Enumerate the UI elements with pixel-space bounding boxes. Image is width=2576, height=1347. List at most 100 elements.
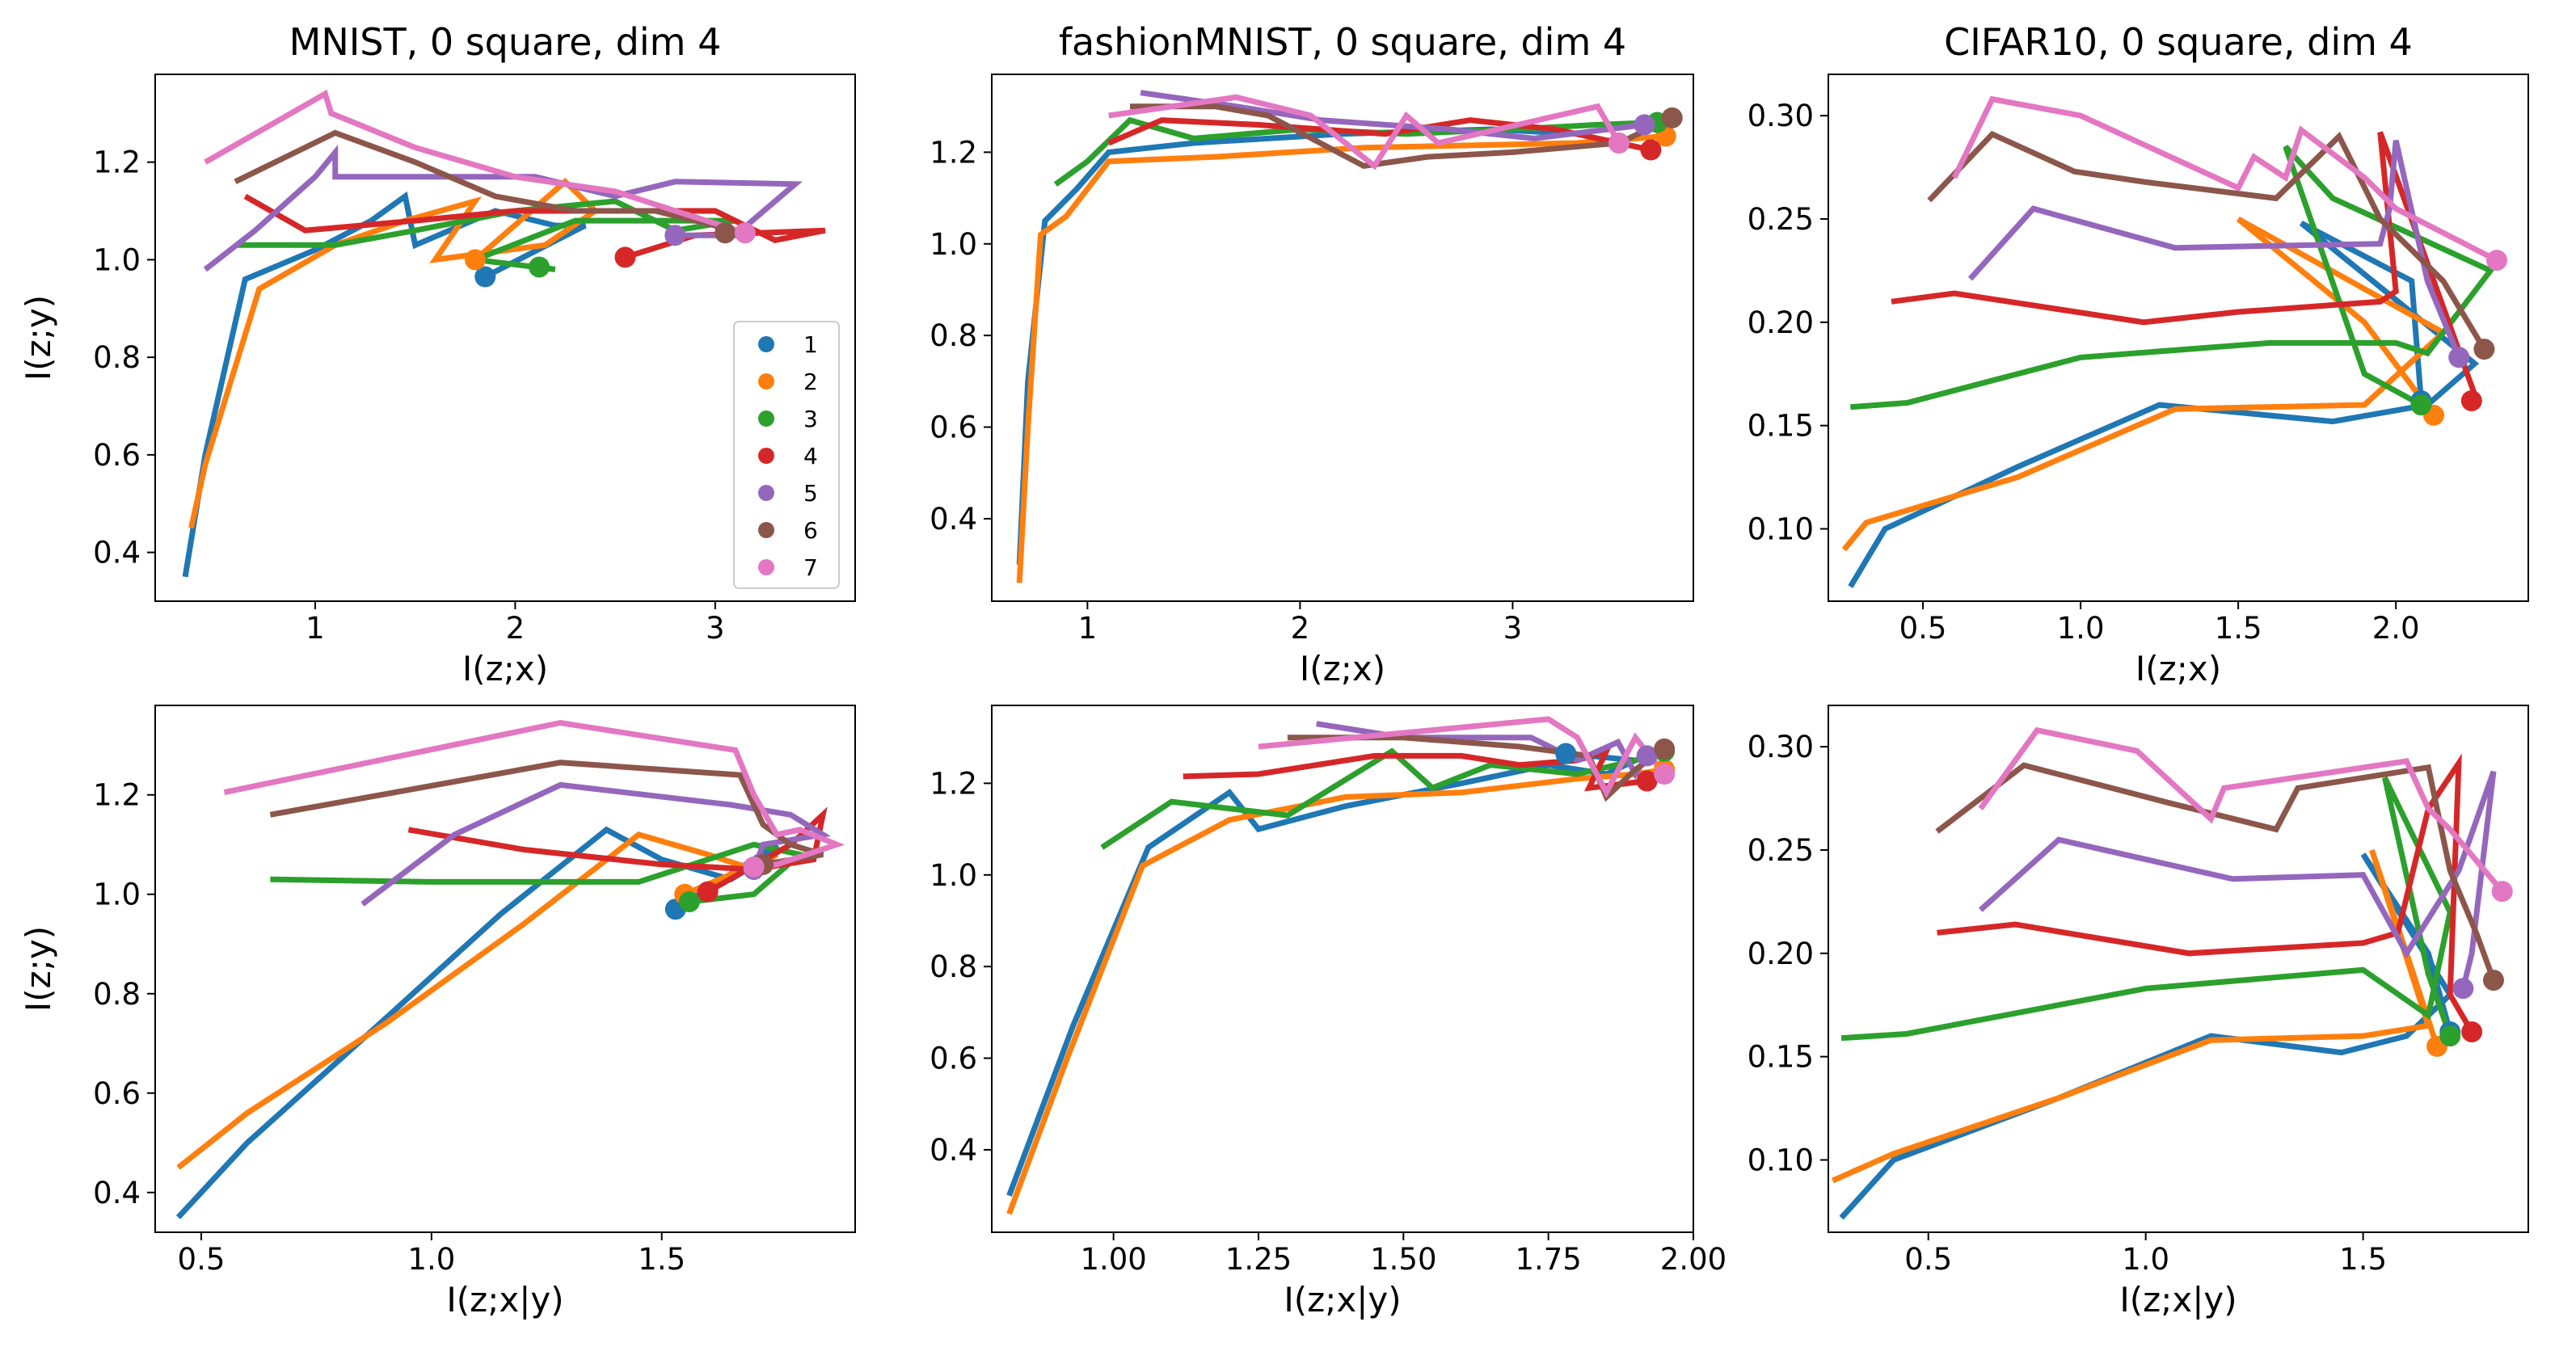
y-tick-label: 0.20 <box>1748 305 1814 340</box>
series-end-marker-3 <box>678 890 700 912</box>
series-line-1 <box>1839 852 2454 1220</box>
series-end-marker-4 <box>697 881 719 903</box>
series-end-marker-7 <box>743 856 765 878</box>
series-line-7 <box>204 89 746 236</box>
legend-label-4: 4 <box>803 443 818 469</box>
series-end-marker-3 <box>529 256 550 278</box>
legend-label-1: 1 <box>803 331 818 358</box>
series-end-marker-5 <box>2448 347 2470 368</box>
series-line-2 <box>188 178 600 529</box>
series-line-2 <box>1006 766 1665 1215</box>
x-tick-label: 2 <box>1291 611 1310 646</box>
series-end-marker-6 <box>1661 107 1683 128</box>
series-line-3 <box>1840 776 2453 1042</box>
legend-marker-6 <box>758 522 774 538</box>
x-tick-label: 1.0 <box>407 1242 455 1277</box>
series-line-5 <box>1967 140 2462 359</box>
x-axis-label: I(z;x) <box>1300 649 1385 688</box>
legend-label-3: 3 <box>803 406 818 432</box>
series-end-marker-4 <box>1640 139 1662 161</box>
series-end-marker-4 <box>2460 389 2482 411</box>
series-end-marker-7 <box>2485 250 2507 272</box>
series-end-marker-2 <box>464 249 486 271</box>
y-axis-label: I(z;y) <box>19 295 58 381</box>
y-tick-label: 0.30 <box>1748 99 1814 133</box>
series-line-3 <box>270 841 807 905</box>
series-line-3 <box>1100 747 1666 850</box>
chart-title: CIFAR10, 0 square, dim 4 <box>1944 20 2413 64</box>
legend-label-5: 5 <box>803 480 818 507</box>
y-tick-label: 0.8 <box>93 977 141 1012</box>
series-end-marker-4 <box>2461 1021 2483 1042</box>
series-line-7 <box>1108 94 1621 170</box>
x-tick-label: 1.50 <box>1370 1242 1436 1277</box>
series-line-2 <box>1841 216 2448 552</box>
x-tick-label: 2 <box>506 611 525 646</box>
x-tick-label: 1.5 <box>638 1242 685 1277</box>
y-tick-label: 1.2 <box>930 135 977 170</box>
x-axis-label: I(z;x|y) <box>2119 1280 2237 1320</box>
series-line-7 <box>1951 95 2498 263</box>
series-end-marker-3 <box>2439 1025 2461 1047</box>
series-end-marker-1 <box>1555 743 1577 764</box>
y-tick-label: 0.15 <box>1748 1040 1814 1075</box>
y-tick-label: 1.2 <box>930 766 977 801</box>
y-tick-label: 1.0 <box>930 227 977 262</box>
legend: 1 2 3 4 5 6 7 <box>733 321 840 589</box>
series-end-marker-7 <box>1608 133 1629 154</box>
plot-frame <box>991 705 1694 1233</box>
series-line-6 <box>1935 762 2497 982</box>
x-tick-label: 3 <box>1503 611 1523 646</box>
series-end-marker-1 <box>474 266 496 288</box>
y-tick-label: 0.6 <box>930 410 977 445</box>
panel-fashion-xy: 1.00 1.25 1.50 1.75 2.00 0.4 0.6 0.8 1.0 1.2 I(z;x… <box>930 705 1726 1320</box>
x-tick-label: 1.25 <box>1225 1242 1292 1277</box>
y-tick-label: 0.4 <box>930 1133 977 1168</box>
series-end-marker-7 <box>1654 764 1676 785</box>
y-tick-label: 0.4 <box>930 502 977 537</box>
plot-frame <box>1828 705 2529 1233</box>
y-tick-label: 0.8 <box>930 949 977 984</box>
y-tick-label: 0.10 <box>1748 1143 1814 1178</box>
x-axis-label: I(z;x) <box>462 649 548 688</box>
x-axis-label: I(z;x|y) <box>446 1280 563 1320</box>
panel-mnist-xy: 0.5 1.0 1.5 0.4 0.6 0.8 1.0 1.2 I(z;x|y) I(z;y) <box>19 705 856 1320</box>
series-line-7 <box>223 719 845 870</box>
y-tick-label: 0.25 <box>1748 833 1814 868</box>
y-tick-label: 0.15 <box>1748 409 1814 444</box>
series-end-marker-4 <box>1636 770 1658 792</box>
y-tick-label: 1.0 <box>930 858 977 893</box>
plot-frame <box>154 705 856 1233</box>
x-tick-label: 1.5 <box>2339 1242 2387 1277</box>
series-line-6 <box>1130 103 1674 170</box>
y-tick-label: 0.4 <box>93 536 141 570</box>
y-tick-label: 1.0 <box>93 242 141 277</box>
x-tick-label: 0.5 <box>1904 1242 1952 1277</box>
series-line-1 <box>182 191 587 578</box>
y-tick-label: 0.6 <box>93 438 141 473</box>
legend-marker-4 <box>758 448 774 464</box>
y-tick-label: 0.8 <box>930 318 977 353</box>
series-end-marker-7 <box>734 222 756 244</box>
series-line-7 <box>1258 716 1667 799</box>
y-tick-label: 0.25 <box>1748 202 1814 237</box>
series-line-4 <box>1107 117 1652 153</box>
series-line-4 <box>1891 131 2478 402</box>
series-end-marker-6 <box>2482 970 2504 991</box>
series-line-6 <box>269 760 824 868</box>
chart-title: fashionMNIST, 0 square, dim 4 <box>1059 20 1626 64</box>
y-tick-label: 1.2 <box>93 778 141 813</box>
legend-marker-5 <box>758 485 774 501</box>
legend-marker-2 <box>758 373 774 389</box>
series-line-2 <box>1831 848 2440 1184</box>
x-tick-label: 1.0 <box>2122 1242 2169 1277</box>
y-tick-label: 1.2 <box>93 145 141 180</box>
series-line-1 <box>1016 126 1620 565</box>
y-axis-label: I(z;y) <box>19 926 58 1012</box>
y-tick-label: 0.4 <box>93 1176 141 1210</box>
y-tick-label: 0.8 <box>93 340 141 375</box>
series-end-marker-5 <box>1636 745 1658 767</box>
x-tick-label: 0.5 <box>178 1242 226 1277</box>
y-tick-label: 0.10 <box>1748 512 1814 547</box>
